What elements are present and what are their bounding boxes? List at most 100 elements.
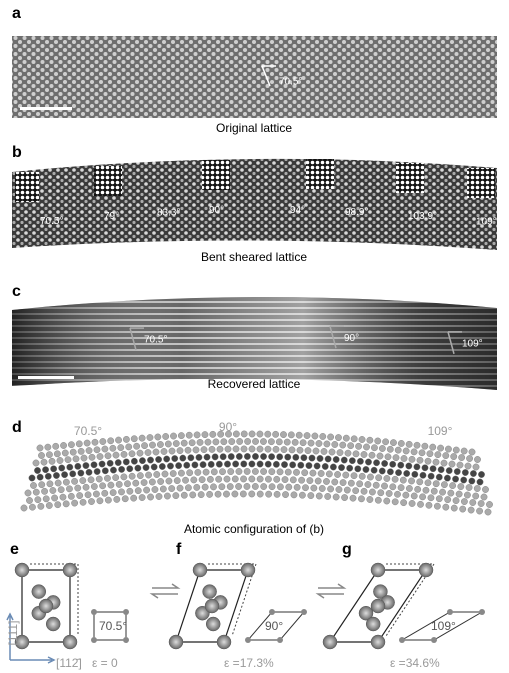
atom: [74, 484, 82, 492]
panel-label: g: [342, 541, 352, 558]
atom: [360, 451, 368, 458]
atom: [69, 448, 77, 456]
atom: [149, 441, 156, 449]
atom: [210, 468, 218, 476]
atom: [277, 637, 283, 643]
atom: [80, 454, 88, 462]
atom: [293, 468, 300, 476]
atom: [363, 443, 370, 451]
atom: [315, 440, 323, 447]
atom: [126, 487, 134, 495]
atom: [298, 476, 305, 484]
atom-model: [20, 430, 493, 516]
atom: [437, 466, 445, 474]
angle-label: 70.5°: [74, 424, 102, 438]
atom: [273, 475, 281, 483]
atom: [474, 456, 481, 463]
atom: [256, 490, 264, 498]
atom: [418, 562, 434, 578]
atom: [260, 468, 268, 475]
atom: [51, 494, 58, 502]
atom: [370, 598, 386, 614]
atom: [281, 476, 289, 483]
atom: [243, 453, 251, 460]
atom: [136, 472, 144, 480]
atom: [390, 439, 397, 447]
atom: [136, 449, 144, 457]
atom: [276, 453, 284, 461]
atom: [374, 496, 382, 504]
angle-label: 94°: [290, 205, 305, 216]
unit-cell-back: [208, 563, 257, 637]
atom: [289, 476, 297, 484]
atom: [280, 431, 287, 438]
atom: [180, 491, 188, 499]
atom: [397, 484, 405, 492]
atom: [146, 434, 154, 441]
atom: [441, 481, 448, 489]
equilibrium-arrows: [315, 583, 347, 599]
atom: [219, 453, 227, 461]
atom: [82, 462, 90, 469]
atom: [192, 562, 208, 578]
atom: [403, 470, 411, 477]
strain-label: ε =34.6%: [390, 656, 440, 670]
atom: [265, 490, 273, 498]
angle-label: 79°: [104, 211, 119, 222]
atom: [459, 505, 467, 513]
atom: [210, 483, 217, 491]
atom: [197, 491, 205, 499]
atom: [410, 448, 418, 456]
atom: [141, 442, 148, 450]
atom: [316, 455, 324, 462]
atom: [452, 497, 460, 504]
atom: [42, 495, 50, 503]
atom: [444, 474, 451, 482]
atom: [112, 474, 120, 481]
atom: [155, 456, 162, 463]
atom: [77, 447, 85, 455]
atom: [308, 454, 316, 462]
atom: [256, 445, 264, 453]
image-shading: [12, 296, 497, 390]
atom: [309, 469, 317, 477]
angle-mark: [447, 331, 462, 355]
atom: [264, 430, 272, 438]
atom: [348, 457, 356, 465]
atom: [98, 460, 106, 468]
scale-bar: [18, 376, 74, 379]
atom: [134, 487, 142, 495]
atom: [285, 483, 293, 491]
atom: [313, 462, 321, 470]
atom: [280, 446, 288, 453]
atom: [42, 466, 49, 474]
atom: [169, 470, 177, 477]
atom: [322, 634, 338, 650]
atom: [252, 453, 259, 460]
atom: [324, 455, 332, 463]
atom: [69, 470, 77, 478]
atom: [67, 492, 75, 500]
atom: [235, 483, 242, 490]
atom: [290, 491, 298, 499]
atom: [366, 436, 374, 444]
atom: [470, 470, 477, 477]
atom: [452, 475, 459, 483]
atom: [120, 473, 128, 481]
atom: [61, 471, 68, 479]
angle-label: 90°: [209, 205, 224, 216]
angle-label: 83.3°: [157, 207, 180, 218]
atom: [301, 469, 309, 477]
atom: [265, 475, 272, 483]
atom: [104, 474, 111, 482]
atom: [34, 467, 41, 474]
atom: [204, 438, 212, 446]
atom: [240, 460, 248, 468]
atom: [440, 459, 448, 467]
atom: [38, 452, 45, 459]
atom: [228, 438, 236, 445]
atom: [46, 480, 54, 488]
atom: [381, 460, 389, 467]
atom: [331, 441, 339, 448]
atom: [154, 433, 162, 441]
